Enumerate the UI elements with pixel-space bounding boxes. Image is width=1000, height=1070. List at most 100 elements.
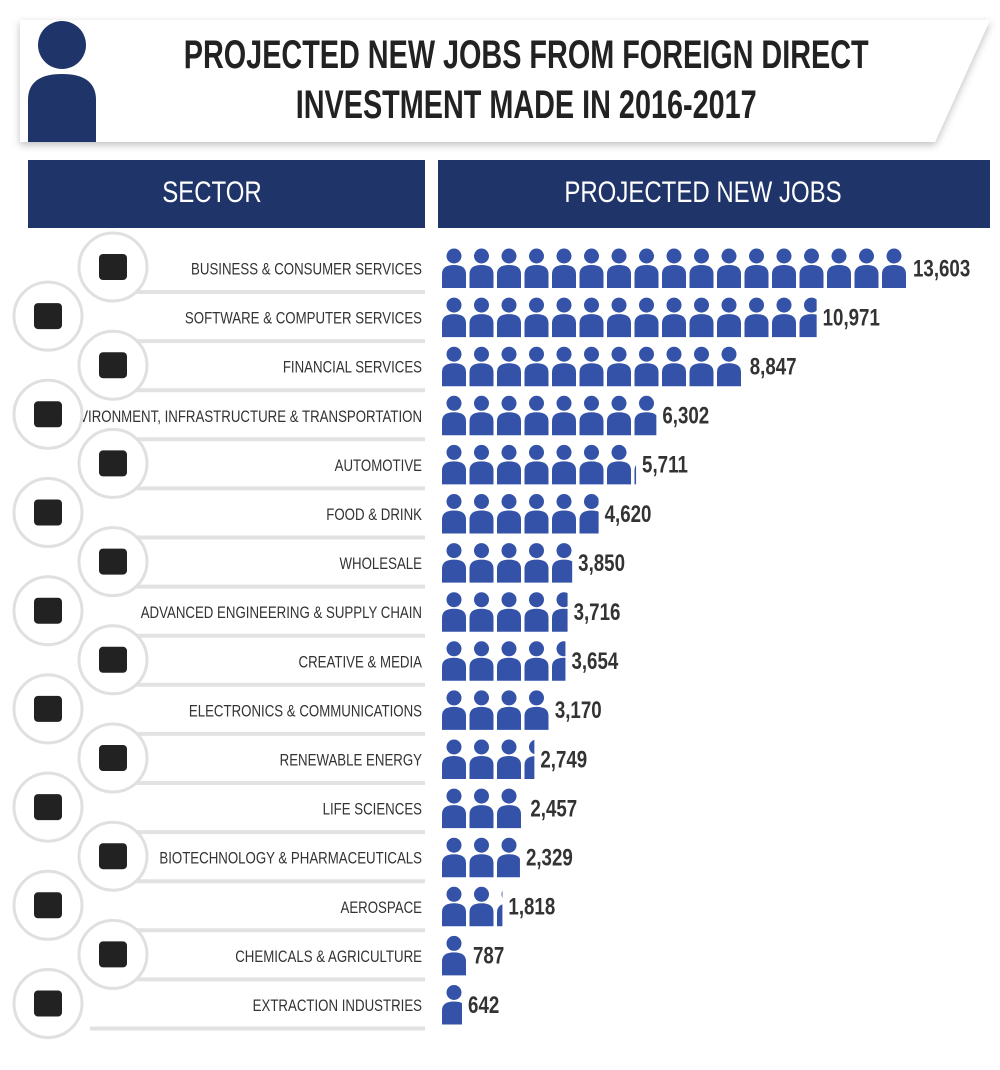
- pictogram-row: [442, 248, 906, 288]
- header-label: SECTOR: [162, 174, 262, 208]
- person-head: [611, 346, 627, 362]
- person-head: [556, 494, 572, 509]
- category-label: WHOLESALE: [340, 555, 422, 574]
- person-head: [501, 395, 517, 411]
- person-head: [474, 395, 489, 411]
- person-body: [634, 363, 659, 387]
- person-head: [474, 886, 489, 902]
- category-label: EXTRACTION INDUSTRIES: [253, 996, 422, 1015]
- person-body: [469, 854, 494, 878]
- person-head: [501, 739, 517, 755]
- value-label: 787: [473, 943, 504, 970]
- person-head: [804, 248, 819, 264]
- person-body: [552, 363, 576, 387]
- person-body: [442, 510, 466, 534]
- category-label: FINANCIAL SERVICES: [283, 358, 422, 377]
- sector-icon: [34, 303, 62, 330]
- category-label: LIFE SCIENCES: [323, 800, 422, 819]
- person-body: [772, 314, 796, 338]
- sector-icon: [34, 401, 62, 428]
- person-body: [662, 314, 686, 338]
- person-head: [721, 297, 737, 313]
- person-head: [501, 297, 517, 313]
- person-head: [446, 641, 462, 657]
- person-head: [584, 297, 599, 313]
- person-head: [556, 444, 572, 460]
- person-body: [497, 265, 521, 288]
- title-icon: [28, 21, 96, 142]
- person-body: [469, 412, 494, 436]
- person-head: [721, 248, 737, 264]
- person-body: [442, 756, 466, 779]
- person-head: [529, 395, 544, 411]
- person-body: [524, 412, 549, 436]
- person-body: [524, 706, 549, 730]
- person-head: [639, 297, 654, 313]
- person-head: [501, 641, 517, 657]
- person-head: [501, 837, 517, 853]
- person-body: [469, 461, 494, 485]
- person-body: [442, 854, 466, 878]
- person-head: [529, 444, 544, 460]
- pictogram-row: [442, 592, 568, 632]
- person-body: [524, 559, 549, 583]
- person-body: [497, 904, 503, 927]
- person-body: [552, 412, 576, 436]
- person-head: [611, 444, 627, 460]
- pictogram-row: [442, 395, 657, 436]
- person-head: [584, 494, 599, 509]
- person-head: [831, 248, 847, 264]
- value-label: 1,818: [508, 893, 555, 920]
- category-label: CREATIVE & MEDIA: [299, 653, 423, 672]
- person-head: [446, 690, 462, 706]
- header-bar: [438, 160, 990, 228]
- person-body: [442, 412, 466, 436]
- value-label: 8,847: [750, 353, 797, 380]
- value-label: 3,170: [555, 697, 602, 724]
- pictogram-row: [442, 788, 521, 829]
- person-head: [446, 395, 462, 411]
- value-label: 13,603: [913, 255, 970, 282]
- value-label: 10,971: [823, 304, 880, 331]
- value-label: 2,457: [530, 795, 577, 822]
- person-head: [639, 248, 654, 264]
- person-head: [446, 592, 462, 608]
- person-head: [639, 346, 654, 362]
- value-label: 4,620: [605, 501, 652, 528]
- category-label: BIOTECHNOLOGY & PHARMACEUTICALS: [159, 849, 422, 868]
- person-head: [474, 739, 489, 755]
- person-head: [446, 886, 462, 902]
- person-body: [607, 461, 631, 485]
- person-head: [501, 690, 517, 706]
- person-body: [579, 461, 604, 485]
- person-body: [524, 756, 535, 779]
- person-head: [474, 788, 489, 804]
- pictogram-row: [442, 985, 463, 1025]
- person-head: [749, 248, 764, 264]
- person-body: [497, 412, 521, 436]
- person-head: [529, 248, 544, 264]
- person-head: [611, 395, 627, 411]
- person-head: [474, 690, 489, 706]
- person-head: [556, 248, 572, 264]
- person-head: [446, 985, 462, 1000]
- person-head: [446, 297, 462, 313]
- person-head: [501, 494, 517, 509]
- value-label: 5,711: [642, 452, 688, 479]
- person-body: [524, 657, 549, 681]
- chart-title: PROJECTED NEW JOBS FROM FOREIGN DIRECT I…: [183, 33, 869, 127]
- person-body: [442, 1001, 463, 1025]
- sector-icon: [99, 548, 127, 575]
- sector-icon: [99, 745, 127, 771]
- person-body: [634, 412, 657, 436]
- person-body: [827, 265, 851, 288]
- person-head: [501, 248, 517, 264]
- person-body: [552, 314, 576, 338]
- person-head: [666, 248, 682, 264]
- person-head: [556, 395, 572, 411]
- person-body: [799, 265, 824, 288]
- person-head: [501, 346, 517, 362]
- person-head: [474, 297, 489, 313]
- person-head: [446, 248, 462, 264]
- pictogram-row: [442, 935, 466, 976]
